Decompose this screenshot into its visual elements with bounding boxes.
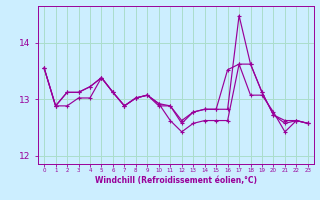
X-axis label: Windchill (Refroidissement éolien,°C): Windchill (Refroidissement éolien,°C) (95, 176, 257, 185)
